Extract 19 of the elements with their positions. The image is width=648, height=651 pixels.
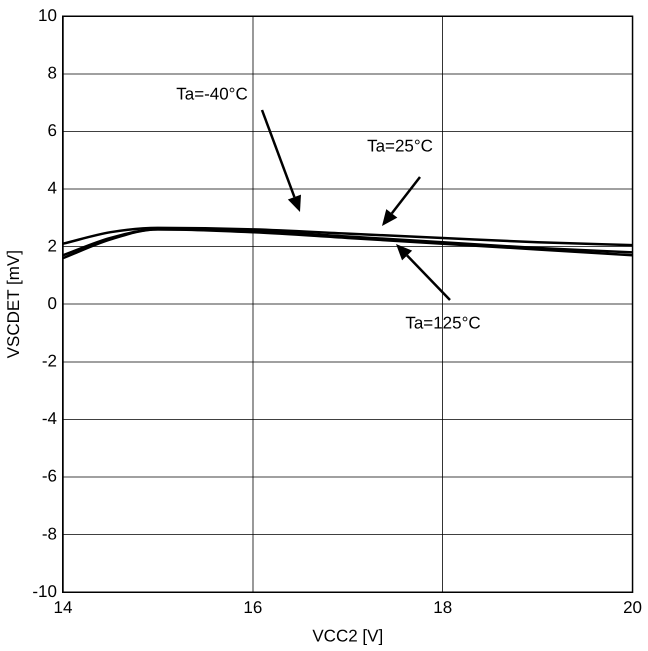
y-tick-label: -10 <box>32 582 57 601</box>
x-tick-label: 14 <box>54 598 72 618</box>
y-tick-label: 8 <box>48 63 57 82</box>
y-tick-label: 2 <box>48 236 57 256</box>
annotation: Ta=25°C <box>367 136 433 156</box>
x-tick-label: 20 <box>623 598 642 618</box>
annotation: Ta=-40°C <box>176 84 248 104</box>
x-axis-title: VCC2 [V] <box>312 626 384 646</box>
y-axis-title: VSCDET [mV] <box>4 250 23 358</box>
x-tick-label: 16 <box>243 598 262 618</box>
y-tick-label: -8 <box>42 524 57 544</box>
y-tick-label: 4 <box>48 178 57 198</box>
y-tick-label: -4 <box>42 409 57 428</box>
y-tick-label: 10 <box>38 6 57 25</box>
y-tick-label: 6 <box>48 121 57 140</box>
y-tick-label: -6 <box>42 466 57 486</box>
y-tick-label: -2 <box>42 351 57 370</box>
x-tick-label: 18 <box>433 598 452 618</box>
y-tick-label: 0 <box>48 294 57 313</box>
